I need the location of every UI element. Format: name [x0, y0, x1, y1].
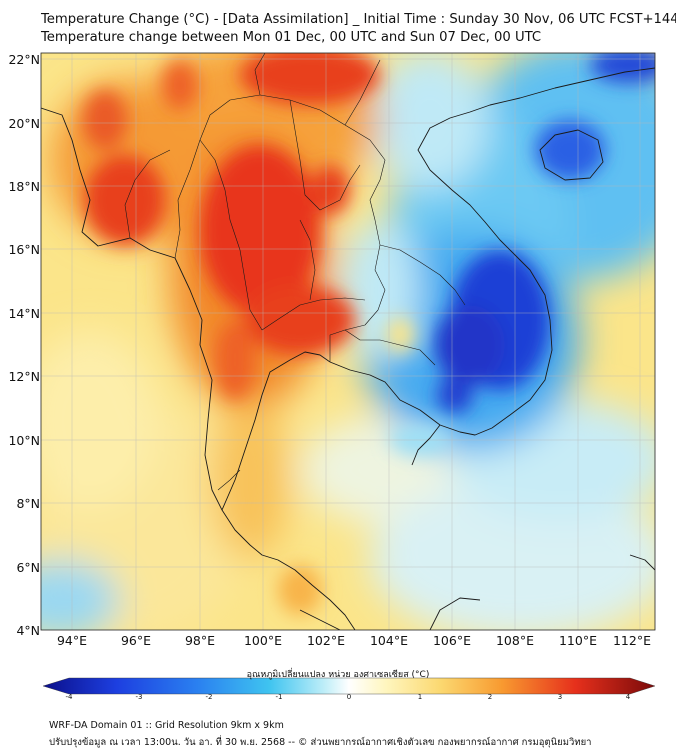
lon-label: 98°E	[184, 633, 216, 648]
colorbar-tick: 2	[487, 693, 493, 701]
lon-label: 112°E	[612, 633, 651, 648]
lon-label: 100°E	[243, 633, 282, 648]
map-subtitle: Temperature change between Mon 01 Dec, 0…	[41, 30, 542, 45]
colorbar-tick: -2	[205, 693, 213, 701]
temperature-field	[41, 53, 655, 630]
lat-label: 8°N	[16, 496, 40, 511]
footer-model-info: WRF-DA Domain 01 :: Grid Resolution 9km …	[49, 720, 284, 731]
lon-label: 106°E	[432, 633, 471, 648]
colorbar-title: อุณหภูมิเปลี่ยนแปลง หน่วย องศาเซลเซียส (…	[246, 670, 430, 680]
lat-label: 12°N	[8, 369, 40, 384]
lat-label: 22°N	[8, 52, 40, 67]
lat-label: 4°N	[16, 623, 40, 638]
colorbar-tick: 1	[417, 693, 423, 701]
colorbar-tick: 0	[346, 693, 352, 701]
lat-label: 14°N	[8, 306, 40, 321]
colorbar-tick: -4	[65, 693, 73, 701]
gridlines	[41, 53, 655, 630]
lat-label: 6°N	[16, 560, 40, 575]
lon-label: 104°E	[369, 633, 408, 648]
colorbar-tick: 3	[557, 693, 563, 701]
map-frame	[40, 52, 656, 631]
colorbar-strip	[42, 677, 656, 695]
lat-label: 18°N	[8, 179, 40, 194]
lon-label: 94°E	[56, 633, 88, 648]
coastlines	[41, 67, 655, 630]
lat-label: 16°N	[8, 242, 40, 257]
lat-label: 20°N	[8, 116, 40, 131]
colorbar	[42, 677, 656, 695]
footer-credit: ปรับปรุงข้อมูล ณ เวลา 13:00น. วัน อา. ที…	[49, 737, 592, 748]
colorbar-tick: -3	[135, 693, 143, 701]
lon-label: 108°E	[495, 633, 534, 648]
borders	[124, 53, 466, 491]
lat-label: 10°N	[8, 433, 40, 448]
colorbar-tick: -1	[275, 693, 283, 701]
lon-label: 96°E	[120, 633, 152, 648]
lon-label: 102°E	[306, 633, 345, 648]
map-title: Temperature Change (°C) - [Data Assimila…	[41, 12, 676, 27]
lon-label: 110°E	[558, 633, 597, 648]
colorbar-tick: 4	[625, 693, 631, 701]
